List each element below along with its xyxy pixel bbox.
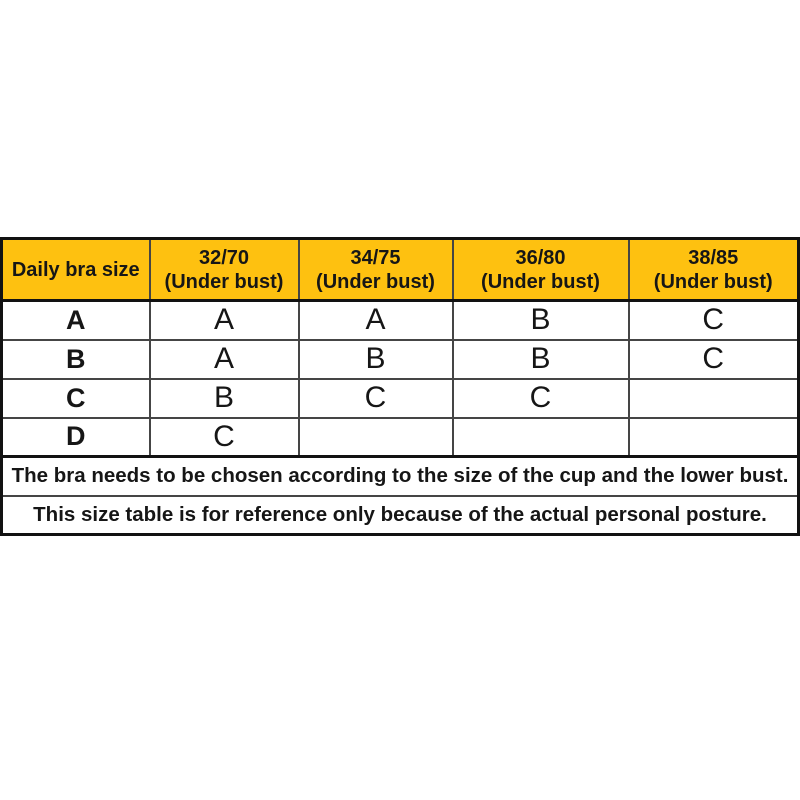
band-size-header-cell: 36/80 (Under bust) (451, 237, 630, 302)
cup-match-cell: B (148, 377, 300, 419)
band-size-header-cell: 34/75 (Under bust) (297, 237, 454, 302)
cup-match-cell (297, 416, 454, 458)
cup-match-cell (627, 416, 800, 458)
band-size-label: 38/85 (688, 246, 739, 269)
band-size-label: 32/70 (198, 246, 250, 269)
cup-match-cell: C (451, 377, 630, 419)
footnote-text: This size table is for reference only be… (0, 494, 800, 536)
cup-size-label-cell: C (0, 377, 151, 419)
under-bust-label: (Under bust) (653, 270, 773, 293)
cup-match-cell: A (148, 338, 300, 380)
size-chart-table: Daily bra size 32/70 (Under bust) 34/75 … (0, 237, 800, 536)
footnote-text: The bra needs to be chosen according to … (0, 455, 800, 497)
cup-match-cell: B (297, 338, 454, 380)
header-row: Daily bra size 32/70 (Under bust) 34/75 … (0, 237, 800, 302)
corner-header-cell: Daily bra size (0, 237, 151, 302)
cup-match-cell: A (297, 299, 454, 341)
band-size-header-cell: 38/85 (Under bust) (627, 237, 800, 302)
band-size-label: 36/80 (515, 246, 566, 269)
under-bust-label: (Under bust) (316, 270, 435, 293)
footnote-row: This size table is for reference only be… (0, 494, 800, 536)
cup-match-cell: A (148, 299, 300, 341)
cup-size-label-cell: A (0, 299, 151, 341)
under-bust-label: (Under bust) (481, 270, 600, 293)
band-size-label: 34/75 (350, 246, 401, 269)
cup-match-cell: B (451, 299, 630, 341)
under-bust-label: (Under bust) (164, 270, 284, 293)
cup-match-cell: C (627, 338, 800, 380)
cup-size-label-cell: B (0, 338, 151, 380)
cup-match-cell (451, 416, 630, 458)
band-size-header-cell: 32/70 (Under bust) (148, 237, 300, 302)
footnote-row: The bra needs to be chosen according to … (0, 455, 800, 497)
cup-size-label-cell: D (0, 416, 151, 458)
cup-match-cell: B (451, 338, 630, 380)
cup-match-cell (627, 377, 800, 419)
cup-match-cell: C (627, 299, 800, 341)
cup-match-cell: C (297, 377, 454, 419)
footnote-rows-body: The bra needs to be chosen according to … (0, 455, 800, 536)
cup-match-cell: C (148, 416, 300, 458)
cup-size-row: D C (0, 416, 800, 458)
